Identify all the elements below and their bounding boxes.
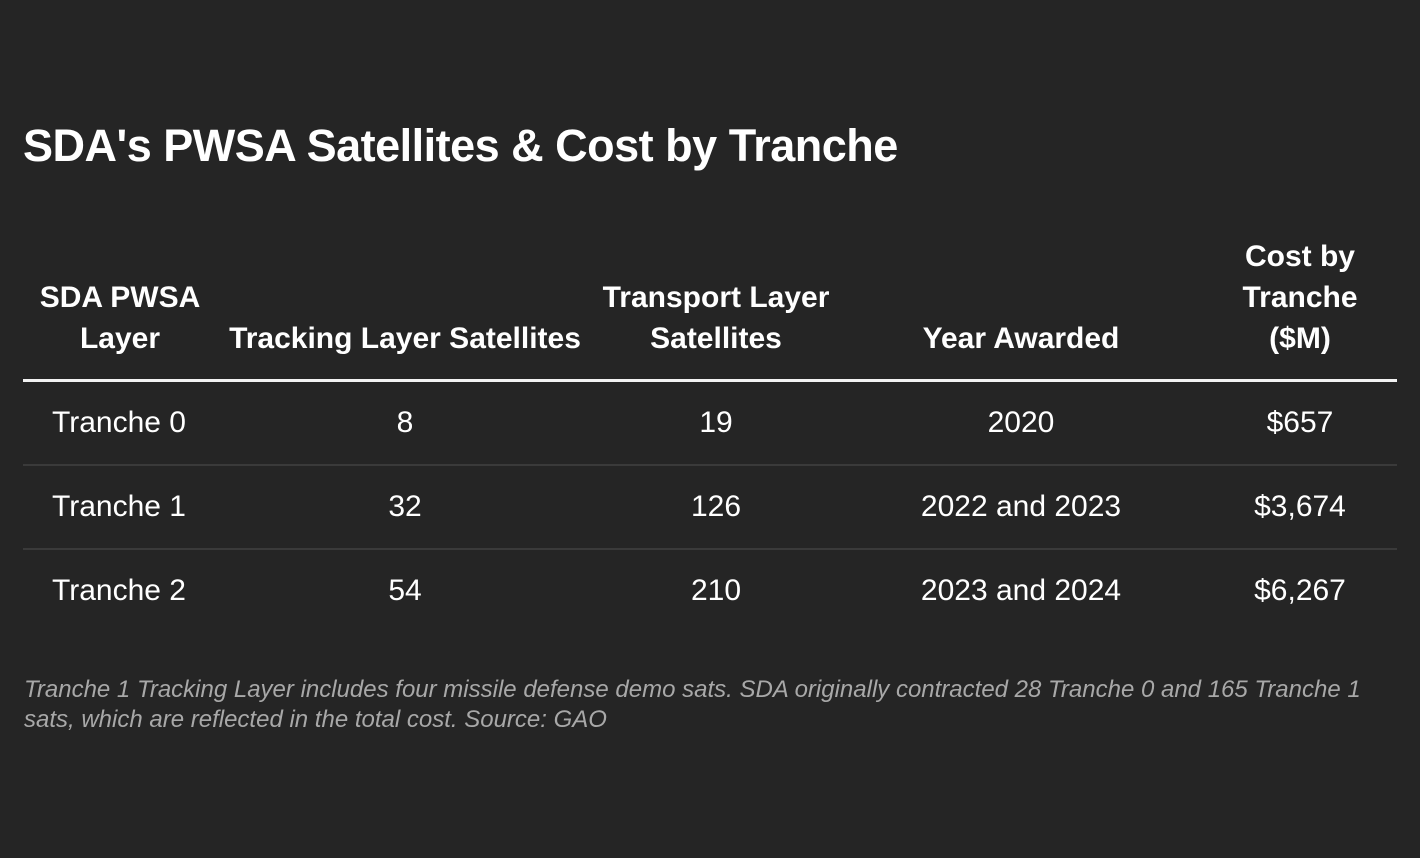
header-row: SDA PWSA Layer Tracking Layer Satellites…	[23, 236, 1397, 382]
cell-transport: 19	[593, 380, 839, 466]
column-header-tracking: Tracking Layer Satellites	[217, 236, 593, 382]
column-header-layer: SDA PWSA Layer	[23, 236, 217, 382]
chart-title: SDA's PWSA Satellites & Cost by Tranche	[23, 120, 898, 171]
cell-year: 2023 and 2024	[920, 574, 1122, 607]
cell-layer: Tranche 2	[52, 574, 186, 607]
cell-tracking: 32	[217, 465, 593, 550]
column-header-cost: Cost by Tranche ($M)	[1203, 236, 1397, 382]
cell-transport: 126	[593, 465, 839, 550]
cell-year: 2020	[839, 380, 1203, 466]
table-row: Tranche 1 32 126 2022 and 2023 $3,674	[23, 465, 1397, 550]
tranche-table: SDA PWSA Layer Tracking Layer Satellites…	[23, 236, 1397, 632]
column-header-year: Year Awarded	[839, 236, 1203, 382]
cell-year: 2022 and 2023	[839, 465, 1203, 550]
cell-cost: $6,267	[1254, 574, 1346, 607]
column-header-transport: Transport Layer Satellites	[593, 236, 839, 382]
cell-tracking: 54	[388, 574, 422, 607]
cell-layer: Tranche 0	[23, 380, 217, 466]
footnote: Tranche 1 Tracking Layer includes four m…	[24, 676, 1361, 733]
cell-layer: Tranche 1	[23, 465, 217, 550]
cell-transport: 210	[690, 574, 742, 607]
cell-cost: $3,674	[1203, 465, 1397, 550]
table-row: Tranche 2 54 210 2023 and 2024 $6,267	[23, 549, 1397, 632]
cell-tracking: 8	[217, 380, 593, 466]
cell-cost: $657	[1203, 380, 1397, 466]
table-row: Tranche 0 8 19 2020 $657	[23, 380, 1397, 466]
